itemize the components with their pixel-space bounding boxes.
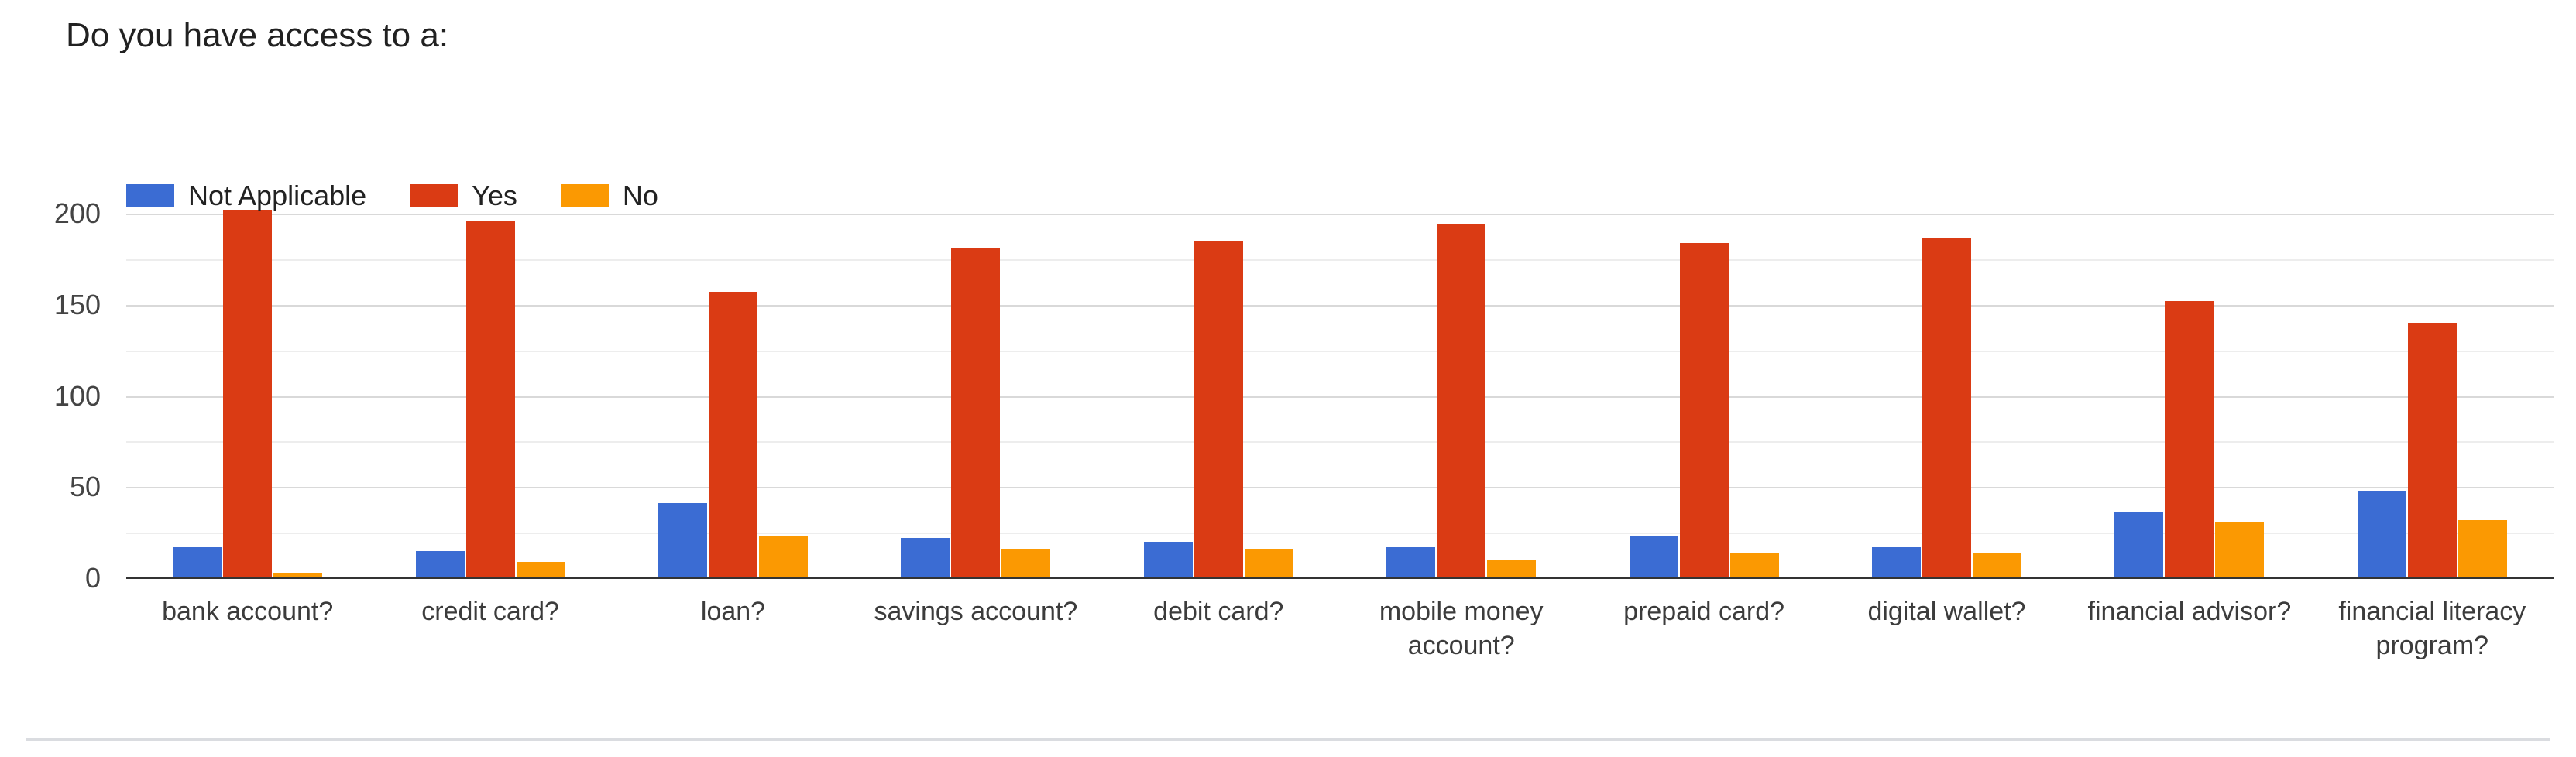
x-label-credit-card: credit card? xyxy=(421,597,559,626)
legend-item-yes: Yes xyxy=(410,180,517,212)
x-label-loan: loan? xyxy=(700,597,766,626)
bar-yes-bank-account xyxy=(223,210,273,578)
plot-area xyxy=(126,210,2554,579)
y-tick-200: 200 xyxy=(53,197,101,229)
bar-yes-debit-card xyxy=(1194,241,1243,578)
bar-no-credit-card xyxy=(516,561,565,578)
x-label-financial-literacy-program: financial literacy program? xyxy=(2338,597,2526,660)
bar-not-applicable-debit-card xyxy=(1143,541,1193,578)
x-label-digital-wallet: digital wallet? xyxy=(1867,597,2026,626)
bar-no-debit-card xyxy=(1244,549,1293,578)
y-tick-0: 0 xyxy=(84,562,101,594)
bar-not-applicable-mobile-money-account xyxy=(1386,546,1436,578)
legend-item-no: No xyxy=(560,180,658,212)
bar-no-savings-account xyxy=(1001,549,1051,578)
bar-yes-financial-advisor xyxy=(2165,301,2214,578)
bar-yes-credit-card xyxy=(465,221,515,578)
bar-not-applicable-loan xyxy=(658,503,707,578)
bar-not-applicable-credit-card xyxy=(415,550,465,578)
legend-label: Not Applicable xyxy=(188,180,367,211)
chart-legend: Not Applicable Yes No xyxy=(126,180,658,212)
minor-gridline-75 xyxy=(126,441,2554,444)
legend-swatch-yes xyxy=(410,184,459,207)
bar-yes-mobile-money-account xyxy=(1437,224,1486,578)
legend-item-not-applicable: Not Applicable xyxy=(126,180,366,212)
bar-not-applicable-savings-account xyxy=(901,538,950,578)
x-axis-line xyxy=(126,577,2554,579)
x-label-bank-account: bank account? xyxy=(162,597,334,626)
gridline-100 xyxy=(126,396,2554,398)
bar-no-financial-advisor xyxy=(2215,522,2265,578)
legend-swatch-no xyxy=(560,184,609,207)
bar-no-loan xyxy=(759,536,808,578)
x-label-mobile-money-account: mobile money account? xyxy=(1379,597,1544,660)
bar-no-mobile-money-account xyxy=(1487,560,1537,578)
y-tick-50: 50 xyxy=(69,471,101,503)
gridline-150 xyxy=(126,304,2554,307)
bar-not-applicable-prepaid-card xyxy=(1629,536,1678,578)
gridline-50 xyxy=(126,487,2554,489)
bar-no-financial-literacy-program xyxy=(2458,519,2507,578)
x-label-prepaid-card: prepaid card? xyxy=(1623,597,1785,626)
legend-label: Yes xyxy=(472,180,517,211)
legend-swatch-not-applicable xyxy=(126,184,174,207)
legend-label: No xyxy=(622,180,658,211)
minor-gridline-25 xyxy=(126,533,2554,535)
card-divider xyxy=(26,738,2550,741)
bar-yes-digital-wallet xyxy=(1922,237,1971,578)
x-label-debit-card: debit card? xyxy=(1153,597,1284,626)
bar-not-applicable-financial-literacy-program xyxy=(2357,490,2406,578)
bar-no-bank-account xyxy=(273,572,323,578)
minor-gridline-175 xyxy=(126,259,2554,261)
chart-title: Do you have access to a: xyxy=(66,16,449,54)
bar-not-applicable-bank-account xyxy=(173,546,222,578)
bar-no-digital-wallet xyxy=(1973,553,2021,578)
bar-yes-loan xyxy=(709,292,757,578)
bar-yes-savings-account xyxy=(951,248,1001,578)
bar-yes-financial-literacy-program xyxy=(2407,323,2457,578)
y-tick-150: 150 xyxy=(53,288,101,320)
gridline-200 xyxy=(126,214,2554,215)
minor-gridline-125 xyxy=(126,350,2554,352)
x-label-financial-advisor: financial advisor? xyxy=(2087,597,2292,626)
bar-yes-prepaid-card xyxy=(1679,242,1729,578)
bar-not-applicable-digital-wallet xyxy=(1872,546,1921,578)
x-label-savings-account: savings account? xyxy=(874,597,1078,626)
y-tick-100: 100 xyxy=(53,379,101,412)
bar-no-prepaid-card xyxy=(1729,553,1779,578)
bar-not-applicable-financial-advisor xyxy=(2114,512,2164,578)
